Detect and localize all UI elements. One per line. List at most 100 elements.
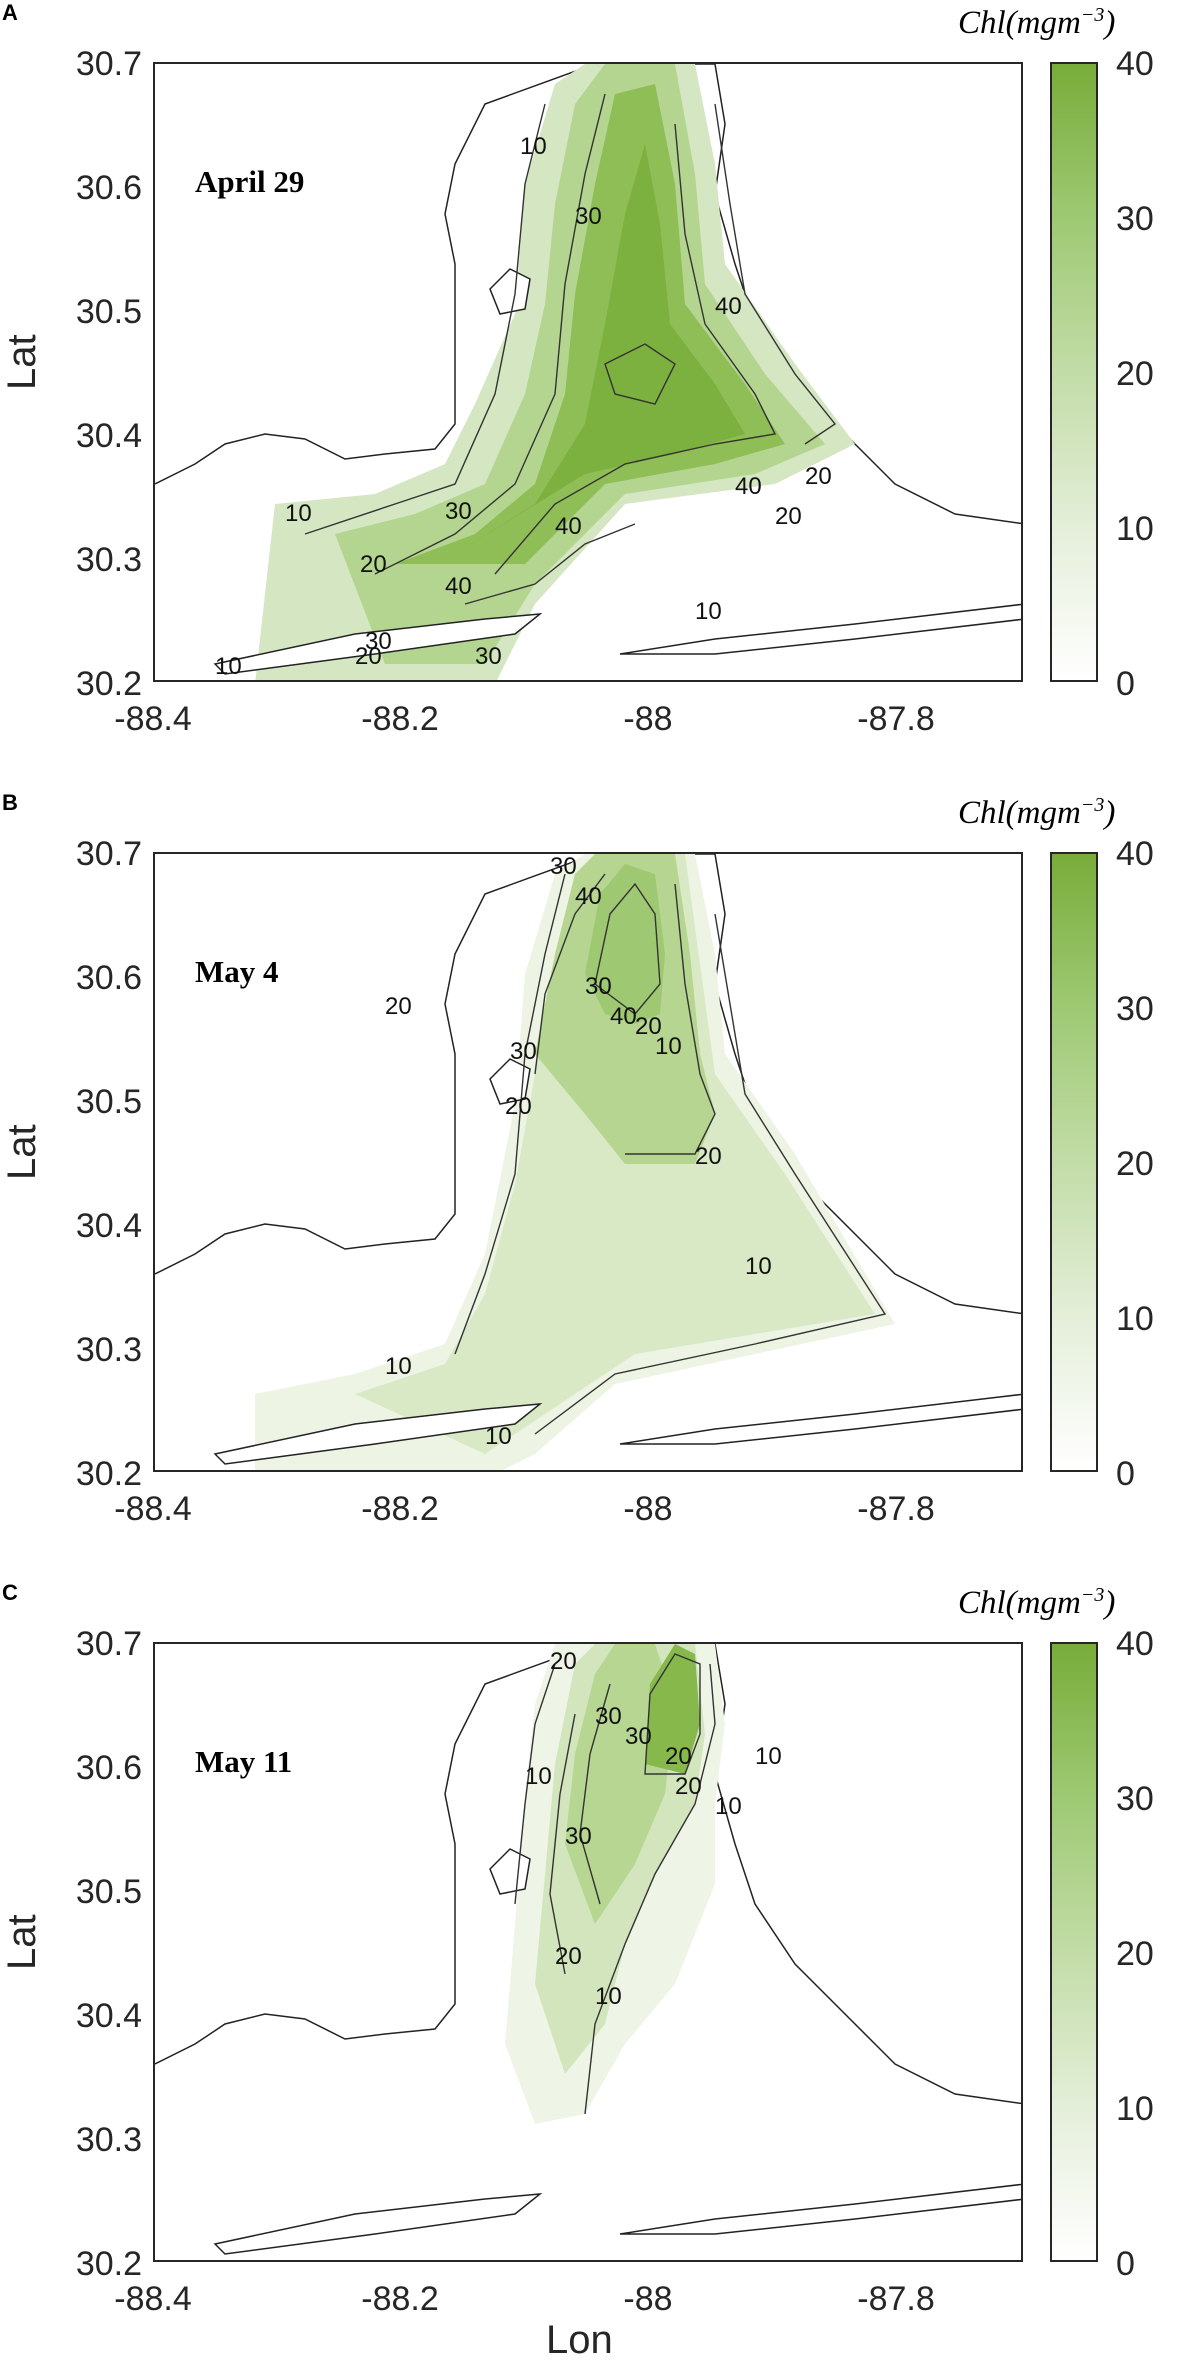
x-tick-label: -88.4	[114, 2280, 192, 2318]
colorbar-tick: 10	[1116, 510, 1154, 548]
x-tick-label: -88	[623, 2280, 673, 2318]
x-tick-label: -87.8	[857, 2280, 935, 2318]
date-label: April 29	[195, 164, 305, 199]
y-tick-label: 30.3	[75, 541, 142, 579]
colorbar-tick: 30	[1116, 200, 1154, 238]
colorbar-tick: 40	[1116, 835, 1154, 873]
contour-label: 10	[655, 1033, 682, 1060]
colorbar-tick: 30	[1116, 990, 1154, 1028]
contour-label: 30	[595, 1703, 622, 1730]
colorbar-title: Chl(mgm−3)	[958, 1584, 1116, 1621]
contour-label: 40	[610, 1003, 637, 1030]
x-tick-label: -88.4	[114, 1490, 192, 1528]
contour-label: 10	[385, 1353, 412, 1380]
colorbar-tick: 40	[1116, 45, 1154, 83]
x-axis-label: Lon	[546, 2318, 613, 2362]
contour-label: 30	[575, 203, 602, 230]
y-tick-label: 30.7	[75, 835, 142, 873]
y-tick-label: 30.3	[75, 1331, 142, 1369]
contour-label: 10	[755, 1743, 782, 1770]
contour-label: 20	[665, 1743, 692, 1770]
x-tick-label: -88	[623, 1490, 673, 1528]
colorbar-tick: 10	[1116, 1300, 1154, 1338]
contour-label: 10	[595, 1983, 622, 2010]
contour-label: 30	[475, 643, 502, 670]
contour-label: 40	[445, 573, 472, 600]
y-tick-label: 30.4	[75, 1997, 142, 2035]
map-plot-area: 30 40 30 40 20 10 30 20 20 10 10 10 20 M…	[153, 852, 1023, 1472]
contour-label: 30	[550, 854, 577, 880]
contour-label: 10	[745, 1253, 772, 1280]
map-plot-area: 10 20 30 40 30 20 10 40 30 20 10 30 40 2…	[153, 62, 1023, 682]
contour-label: 20	[355, 643, 382, 670]
contour-label: 20	[555, 1943, 582, 1970]
date-label: May 11	[195, 1744, 293, 1779]
y-tick-label: 30.4	[75, 1207, 142, 1245]
colorbar-tick: 0	[1116, 665, 1135, 703]
x-tick-label: -88.2	[361, 2280, 439, 2318]
contour-label: 30	[625, 1723, 652, 1750]
chlorophyll-map: 20 30 30 20 10 30 20 10 10 20 10	[155, 1644, 1021, 2255]
colorbar-tick: 0	[1116, 1455, 1135, 1493]
contour-label: 30	[445, 498, 472, 525]
panel-letter: A	[2, 0, 18, 25]
colorbar-title: Chl(mgm−3)	[958, 794, 1116, 831]
contour-label: 10	[285, 500, 312, 527]
y-axis-label: Lat	[0, 334, 44, 390]
y-axis-label: Lat	[0, 1124, 44, 1180]
contour-label: 20	[635, 1013, 662, 1040]
y-tick-label: 30.7	[75, 45, 142, 83]
contour-label: 20	[695, 1143, 722, 1170]
contour-label: 10	[215, 653, 242, 680]
x-tick-label: -87.8	[857, 700, 935, 738]
contour-label: 40	[735, 473, 762, 500]
contour-label: 20	[505, 1093, 532, 1120]
panel-letter: B	[2, 790, 18, 815]
contour-label: 30	[585, 973, 612, 1000]
x-tick-label: -88	[623, 700, 673, 738]
contour-label: 10	[520, 133, 547, 160]
y-tick-label: 30.5	[75, 293, 142, 331]
y-tick-label: 30.7	[75, 1625, 142, 1663]
colorbar-tick: 20	[1116, 1935, 1154, 1973]
colorbar-tick: 0	[1116, 2245, 1135, 2283]
x-tick-label: -88.2	[361, 1490, 439, 1528]
y-tick-label: 30.6	[75, 169, 142, 207]
contour-label: 20	[675, 1773, 702, 1800]
y-tick-label: 30.5	[75, 1083, 142, 1121]
date-label: May 4	[195, 954, 279, 989]
colorbar	[1050, 1642, 1098, 2262]
y-tick-label: 30.6	[75, 1749, 142, 1787]
y-axis-label: Lat	[0, 1914, 44, 1970]
x-tick-label: -88.2	[361, 700, 439, 738]
panel-letter: C	[2, 1580, 18, 1605]
colorbar-tick: 40	[1116, 1625, 1154, 1663]
x-tick-label: -88.4	[114, 700, 192, 738]
contour-label: 10	[485, 1423, 512, 1450]
chlorophyll-map: 10 20 30 40 30 20 10 40 30 20 10 30 40 2…	[155, 64, 1021, 680]
colorbar-tick: 30	[1116, 1780, 1154, 1818]
y-tick-label: 30.6	[75, 959, 142, 997]
contour-label: 20	[550, 1648, 577, 1675]
contour-label: 10	[695, 598, 722, 625]
y-tick-label: 30.5	[75, 1873, 142, 1911]
colorbar	[1050, 62, 1098, 682]
contour-label: 10	[715, 1793, 742, 1820]
contour-label: 40	[555, 513, 582, 540]
colorbar-tick: 20	[1116, 355, 1154, 393]
contour-label: 10	[525, 1763, 552, 1790]
y-tick-label: 30.4	[75, 417, 142, 455]
y-tick-label: 30.2	[75, 1455, 142, 1493]
panel-a: A Chl(mgm−3) Lat 30.7 30.6 30.5 30.4 30.…	[0, 0, 1181, 790]
map-plot-area: 20 30 30 20 10 30 20 10 10 20 10 May 11	[153, 1642, 1023, 2262]
y-tick-label: 30.3	[75, 2121, 142, 2159]
y-tick-label: 30.2	[75, 665, 142, 703]
contour-label: 20	[775, 503, 802, 530]
y-tick-label: 30.2	[75, 2245, 142, 2283]
colorbar-tick: 20	[1116, 1145, 1154, 1183]
contour-label: 40	[715, 293, 742, 320]
chlorophyll-map: 30 40 30 40 20 10 30 20 20 10 10 10 20	[155, 854, 1021, 1470]
x-tick-label: -87.8	[857, 1490, 935, 1528]
panel-b: B Chl(mgm−3) Lat 30.7 30.6 30.5 30.4 30.…	[0, 790, 1181, 1580]
contour-label: 30	[510, 1038, 537, 1065]
